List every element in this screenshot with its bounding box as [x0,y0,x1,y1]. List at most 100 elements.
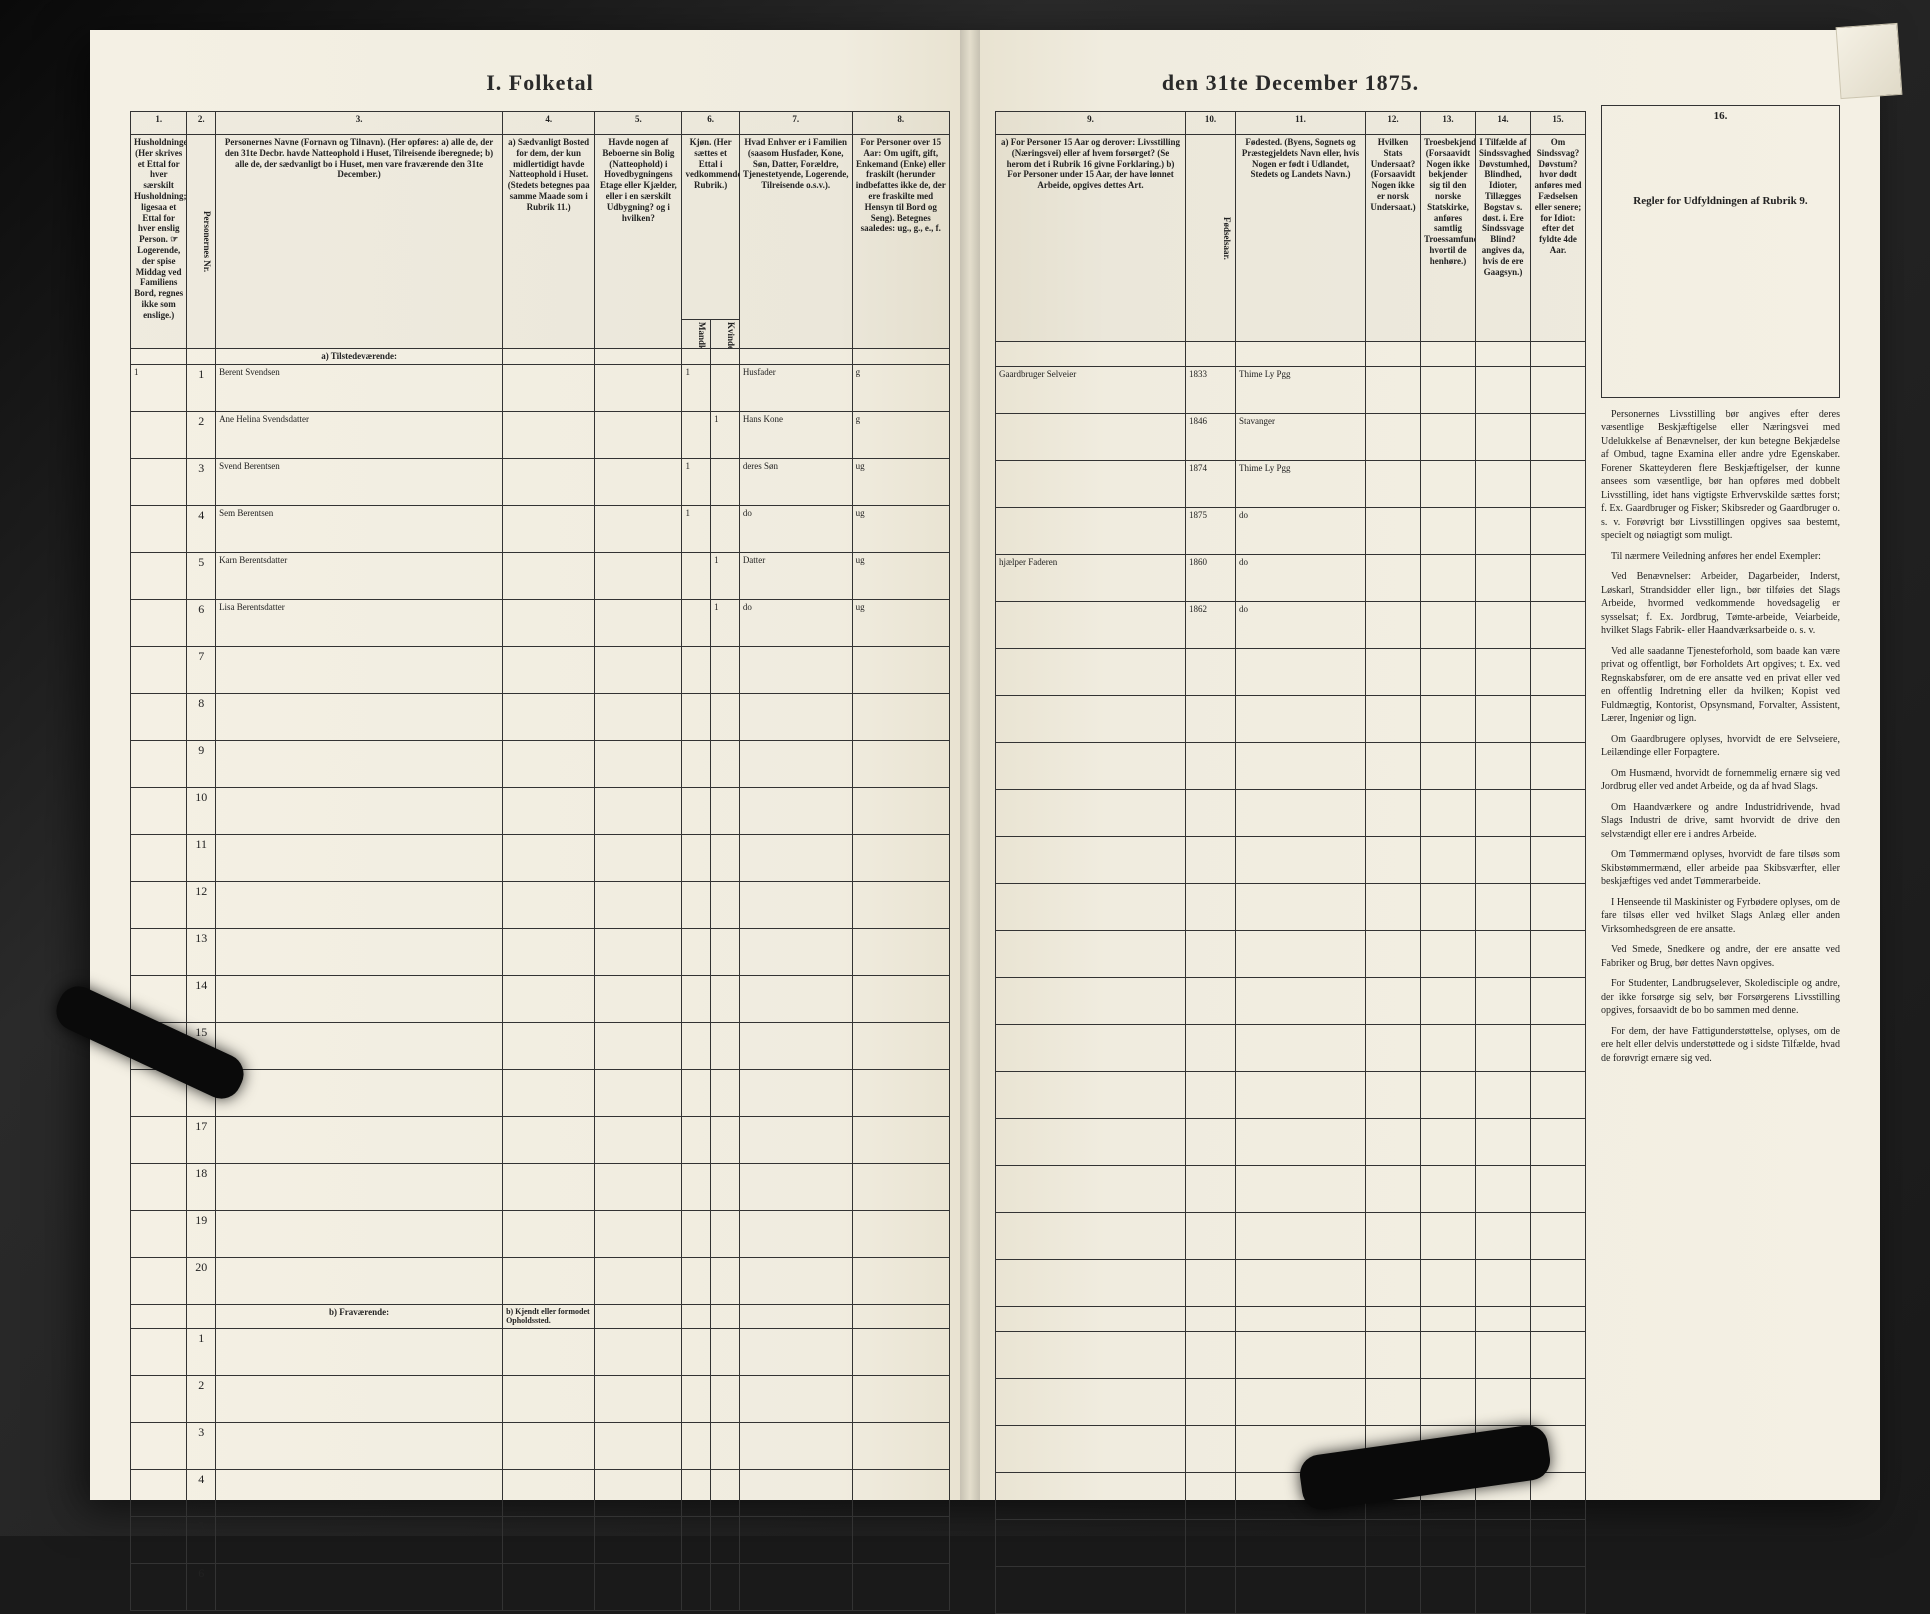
table-row [996,1379,1586,1426]
table-row: 17 [131,1116,950,1163]
section-a-label: a) Tilstedeværende: [216,349,503,365]
cell-empty [1366,1072,1421,1119]
cell-empty [739,1257,852,1304]
cell-empty [682,1563,711,1610]
table-row: 1862do [996,602,1586,649]
cell-empty [1421,1520,1476,1567]
cell-empty [1186,1072,1236,1119]
cell-empty [1531,696,1586,743]
cell-empty [1366,1379,1421,1426]
cell-empty [1366,1025,1421,1072]
cell-empty [595,975,682,1022]
cell-empty [682,1163,711,1210]
cell-empty [852,740,949,787]
cell-empty [711,740,740,787]
cell-empty [1236,1567,1366,1614]
cell-empty [739,1563,852,1610]
cell-f: 1 [711,599,740,646]
cell-place: Thime Ly Pgg [1236,461,1366,508]
cell-name: Ane Helina Svendsdatter [216,411,503,458]
cell-empty [131,1422,187,1469]
cell-empty [216,1516,503,1563]
cell-hh [131,505,187,552]
page-corner-curl [1836,23,1903,99]
cell-13 [1421,555,1476,602]
cell-5 [595,411,682,458]
cell-occ: hjælper Faderen [996,555,1186,602]
cell-empty [503,1210,595,1257]
head-10: Fødselsaar. [1186,135,1236,342]
cell-f: 1 [711,411,740,458]
cell-empty [682,1069,711,1116]
cell-name: Lisa Berentsdatter [216,599,503,646]
cell-empty [1421,1119,1476,1166]
cell-empty [1421,649,1476,696]
section-a-row-r [996,342,1586,367]
cell-m [682,599,711,646]
cell-empty [711,1469,740,1516]
cell-empty [1186,978,1236,1025]
cell-empty [1476,837,1531,884]
title-left: I. Folketal [130,70,950,96]
cell-empty [1531,1332,1586,1379]
table-row [996,1213,1586,1260]
cell-empty [682,975,711,1022]
section-b-note: b) Kjendt eller formodet Opholdssted. [503,1304,595,1328]
cell-empty [131,1516,187,1563]
cell-empty [711,928,740,975]
cell-empty [711,1375,740,1422]
cell-empty [1236,696,1366,743]
cell-pn: 11 [187,834,216,881]
cell-civ: ug [852,552,949,599]
cell-place: do [1236,602,1366,649]
cell-empty [1421,1379,1476,1426]
cell-empty [739,693,852,740]
cell-empty [1421,884,1476,931]
cell-empty [682,1516,711,1563]
table-row: 2 [131,1375,950,1422]
table-row [996,1260,1586,1307]
cell-empty [595,1516,682,1563]
cell-pn: 4 [187,1469,216,1516]
cell-5 [595,552,682,599]
cell-empty [1366,696,1421,743]
instruction-paragraph: Til nærmere Veiledning anføres her endel… [1601,550,1840,564]
cell-f: 1 [711,552,740,599]
cell-15 [1531,555,1586,602]
cell-15 [1531,367,1586,414]
cell-empty [1236,1520,1366,1567]
cell-empty [996,1213,1186,1260]
cell-empty [711,1210,740,1257]
cell-empty [1186,743,1236,790]
cell-5 [595,599,682,646]
cell-empty [595,1022,682,1069]
cell-empty [131,834,187,881]
cell-empty [216,1422,503,1469]
cell-empty [1366,884,1421,931]
cell-empty [1421,696,1476,743]
head-3: Personernes Navne (Fornavn og Tilnavn). … [216,135,503,349]
table-row: 9 [131,740,950,787]
cell-empty [1476,1379,1531,1426]
cell-empty [595,834,682,881]
colnum-16: 16. [1605,109,1836,124]
cell-pn: 8 [187,693,216,740]
table-row: 15 [131,1022,950,1069]
cell-pn: 6 [187,1563,216,1610]
table-row: hjælper Faderen1860do [996,555,1586,602]
cell-empty [996,1520,1186,1567]
cell-empty [1366,743,1421,790]
col-number-row-r: 9. 10. 11. 12. 13. 14. 15. [996,112,1586,135]
cell-name: Berent Svendsen [216,364,503,411]
cell-year: 1833 [1186,367,1236,414]
cell-empty [503,928,595,975]
table-row: 10 [131,787,950,834]
cell-14 [1476,602,1531,649]
cell-empty [739,787,852,834]
cell-f [711,364,740,411]
cell-empty [1531,1213,1586,1260]
cell-empty [682,1375,711,1422]
cell-empty [682,1328,711,1375]
cell-rel: do [739,599,852,646]
cell-empty [711,1163,740,1210]
